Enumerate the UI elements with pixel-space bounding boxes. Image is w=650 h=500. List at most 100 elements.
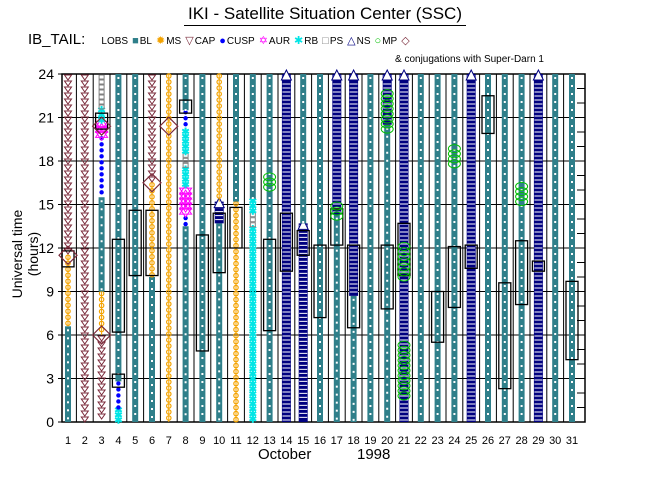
lobs-marker	[571, 213, 573, 215]
bl-marker	[166, 145, 172, 151]
bl-marker	[149, 187, 155, 194]
ms-marker	[63, 242, 73, 249]
lobs-marker	[453, 381, 456, 383]
bl-marker	[65, 308, 71, 315]
lobs-marker	[419, 365, 422, 367]
lobs-marker	[419, 309, 422, 311]
ms-marker	[80, 392, 90, 399]
x-tick-label: 22	[415, 435, 427, 447]
lobs-marker	[184, 389, 187, 392]
lobs-marker	[453, 101, 456, 103]
lobs-marker	[369, 245, 372, 247]
lobs-marker	[520, 365, 523, 367]
conjugation-box	[229, 206, 243, 249]
x-tick-label: 21	[398, 435, 410, 447]
lobs-marker	[419, 405, 422, 407]
aur-marker: ✱	[249, 369, 258, 380]
lobs-marker	[386, 335, 389, 338]
bl-marker	[65, 272, 71, 279]
lobs-marker	[520, 117, 523, 119]
lobs-marker	[487, 317, 489, 319]
lobs-marker	[520, 173, 523, 175]
bl-marker	[65, 254, 71, 261]
lobs-marker	[218, 266, 221, 269]
lobs-marker	[369, 229, 372, 231]
lobs-marker	[268, 269, 271, 271]
ns-circle-marker	[380, 104, 394, 114]
ns-circle-marker	[515, 181, 529, 191]
ms-marker	[80, 398, 90, 405]
bl-marker	[166, 415, 172, 421]
asterisk-icon: ✱	[294, 35, 304, 47]
lobs-marker	[419, 165, 422, 167]
lobs-marker	[369, 205, 372, 207]
cap-marker	[99, 172, 104, 177]
aur-marker: ✱	[181, 165, 190, 176]
lobs-marker	[386, 279, 389, 282]
lobs-marker	[571, 413, 573, 415]
lobs-marker	[419, 253, 422, 255]
lobs-marker	[352, 394, 355, 397]
lobs-marker	[520, 333, 523, 335]
ns-circle-marker	[263, 172, 277, 182]
ns-circle-marker	[397, 386, 411, 396]
conjugation-box	[178, 99, 193, 114]
lobs-marker	[352, 338, 355, 341]
lobs-marker	[100, 272, 103, 275]
lobs-marker	[419, 213, 422, 215]
lobs-marker	[134, 285, 137, 287]
lobs-marker	[554, 285, 557, 287]
bl-marker	[65, 302, 71, 309]
lobs-marker	[554, 117, 557, 119]
lobs-marker	[268, 93, 271, 95]
bl-marker	[166, 355, 172, 361]
lobs-marker	[436, 221, 439, 223]
lobs-marker	[335, 305, 338, 308]
ms-marker	[80, 380, 90, 387]
lobs-marker	[268, 125, 271, 127]
lobs-marker	[184, 381, 187, 384]
lobs-marker	[251, 109, 254, 111]
ms-marker	[80, 194, 90, 201]
lobs-marker	[453, 213, 456, 215]
bl-marker	[166, 229, 172, 235]
lobs-marker	[201, 309, 204, 311]
lobs-marker	[184, 101, 187, 103]
lobs-marker	[100, 280, 103, 283]
region-band-lobs	[132, 74, 139, 422]
ms-marker	[63, 182, 73, 189]
bl-marker	[65, 278, 71, 285]
region-band-lobs	[552, 74, 559, 422]
ms-marker	[97, 347, 107, 354]
x-tick-label: 23	[431, 435, 443, 447]
mp-diamond-marker	[58, 245, 78, 266]
bl-marker	[166, 373, 172, 379]
lobs-marker	[319, 117, 321, 119]
cap-marker	[99, 184, 104, 189]
lobs-marker	[134, 293, 137, 295]
bl-marker	[233, 314, 239, 321]
lobs-marker	[184, 293, 187, 296]
lobs-marker	[201, 77, 204, 79]
lobs-marker	[453, 205, 456, 207]
conjugation-box	[111, 238, 126, 333]
lobs-marker	[436, 277, 439, 279]
mp-diamond-marker	[91, 116, 112, 137]
lobs-marker	[503, 109, 506, 111]
ms-marker	[80, 122, 90, 129]
lobs-marker	[67, 401, 69, 404]
lobs-marker	[201, 269, 204, 271]
ns-circle-marker	[397, 267, 411, 277]
x-tick-label: 19	[364, 435, 376, 447]
y-tick-label: 9	[46, 284, 54, 300]
lobs-marker	[436, 253, 439, 255]
ms-marker	[63, 194, 73, 201]
lobs-marker	[134, 413, 137, 415]
lobs-marker	[251, 77, 254, 79]
lobs-marker	[436, 117, 439, 119]
lobs-marker	[453, 77, 456, 79]
bl-marker	[233, 290, 239, 297]
lobs-marker	[369, 109, 372, 111]
lobs-marker	[386, 247, 389, 250]
lobs-marker	[453, 165, 456, 167]
